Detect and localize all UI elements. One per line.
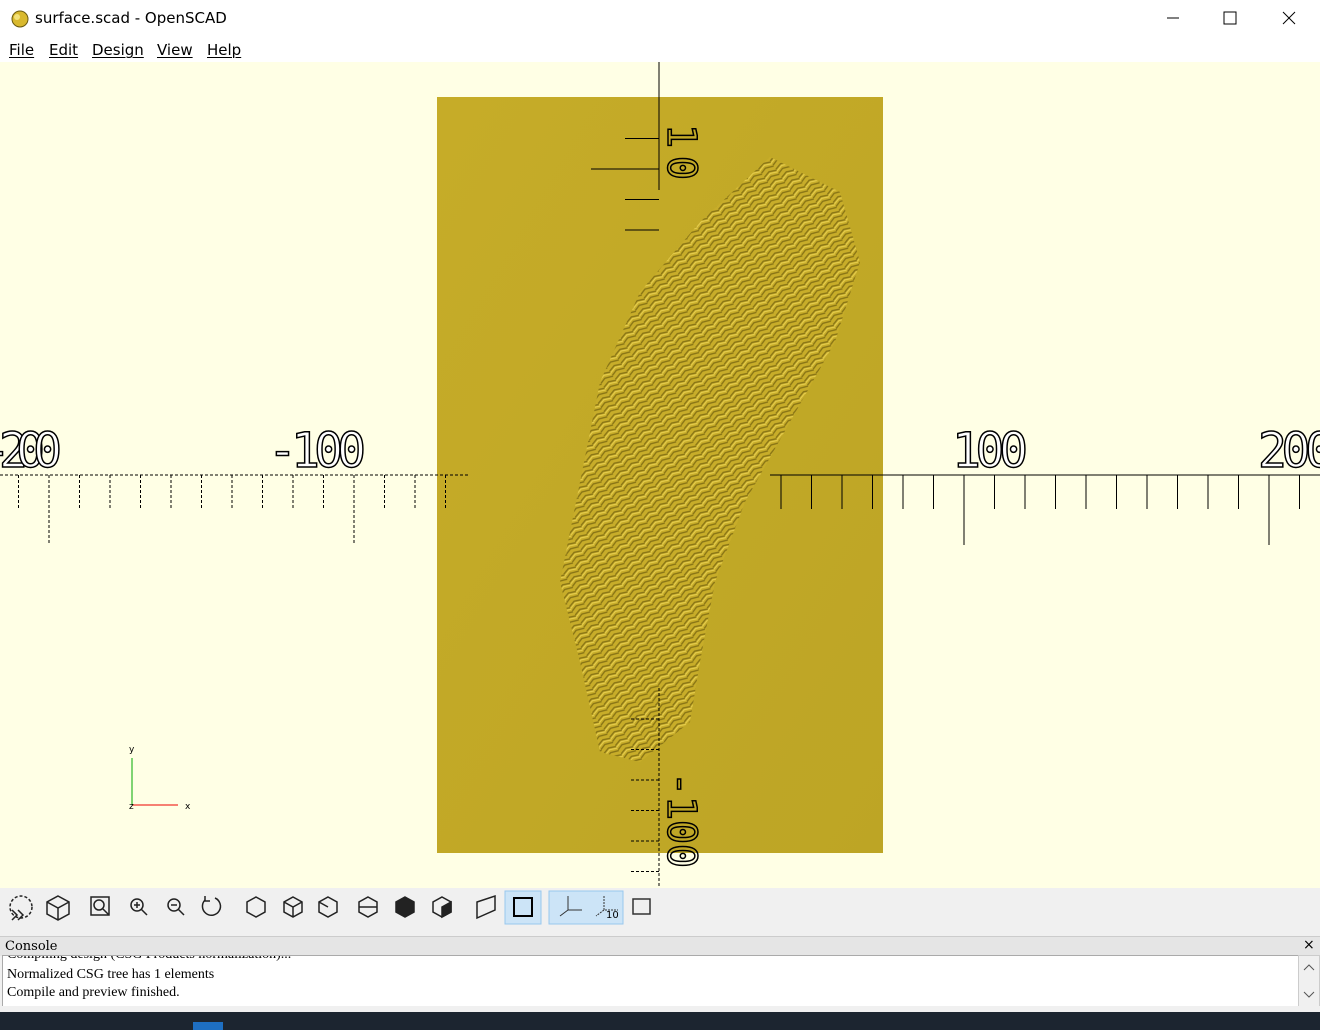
taskbar (0, 1012, 1320, 1030)
console-line: Compile and preview finished. (7, 985, 180, 1000)
menu-item[interactable]: File (9, 41, 35, 59)
icon-label: 10 (606, 910, 619, 921)
axis-label: 100 (952, 423, 1028, 479)
menu-item[interactable]: Edit (49, 41, 79, 59)
crosshairs-button[interactable] (632, 898, 651, 915)
console-line: Compiling design (CSG Products normaliza… (7, 956, 291, 963)
window-controls[interactable] (1160, 0, 1320, 36)
axis-label: -100 (268, 423, 366, 479)
status-bar (0, 1006, 1320, 1012)
axis-label: -100 (658, 772, 704, 868)
gizmo-label: z (129, 802, 134, 812)
axis-label: -200 (0, 423, 62, 479)
console-output: Compiling design (CSG Products normaliza… (2, 955, 1300, 1007)
console-line: Normalized CSG tree has 1 elements (7, 967, 215, 982)
axes-toggle-group[interactable] (548, 890, 624, 925)
view-right-button[interactable] (246, 896, 266, 918)
view-front-button[interactable] (395, 896, 415, 918)
view-all-button[interactable] (90, 896, 110, 916)
3d-viewport[interactable]: -200 -100 100 200 10 -100 x y z (0, 62, 1320, 888)
title-bar: surface.scad - OpenSCAD (0, 0, 1320, 36)
view-left-button[interactable] (358, 896, 378, 918)
app-icon (11, 10, 29, 28)
menu-item[interactable]: View (157, 41, 193, 59)
terrain-ridge (560, 157, 860, 762)
menu-item[interactable]: Help (207, 41, 242, 59)
window-title: surface.scad - OpenSCAD (35, 9, 227, 27)
close-console[interactable]: × (1303, 937, 1315, 953)
view-back-button[interactable] (432, 896, 452, 919)
reset-view-button[interactable] (201, 896, 222, 917)
perspective-button[interactable] (476, 894, 496, 920)
axis-label: 200 (1258, 423, 1320, 479)
menu-item[interactable]: Design (92, 41, 144, 59)
view-top-button[interactable] (283, 896, 303, 918)
toolbar: 10 (0, 888, 1320, 934)
console-header: Console × (0, 936, 1320, 956)
zoom-in-button[interactable] (130, 898, 148, 916)
console-title: Console (5, 939, 58, 954)
render-button[interactable] (46, 895, 70, 921)
zoom-out-button[interactable] (167, 898, 185, 916)
view-bottom-button[interactable] (318, 896, 338, 918)
preview-button[interactable] (9, 895, 33, 921)
menu-bar: File Edit Design View Help (0, 36, 1320, 62)
gizmo-label: y (129, 745, 135, 755)
orthogonal-button[interactable] (504, 890, 542, 925)
gizmo-label: x (185, 802, 191, 812)
console-scrollbar[interactable] (1298, 955, 1320, 1007)
axis-gizmo: x y z (129, 745, 191, 812)
